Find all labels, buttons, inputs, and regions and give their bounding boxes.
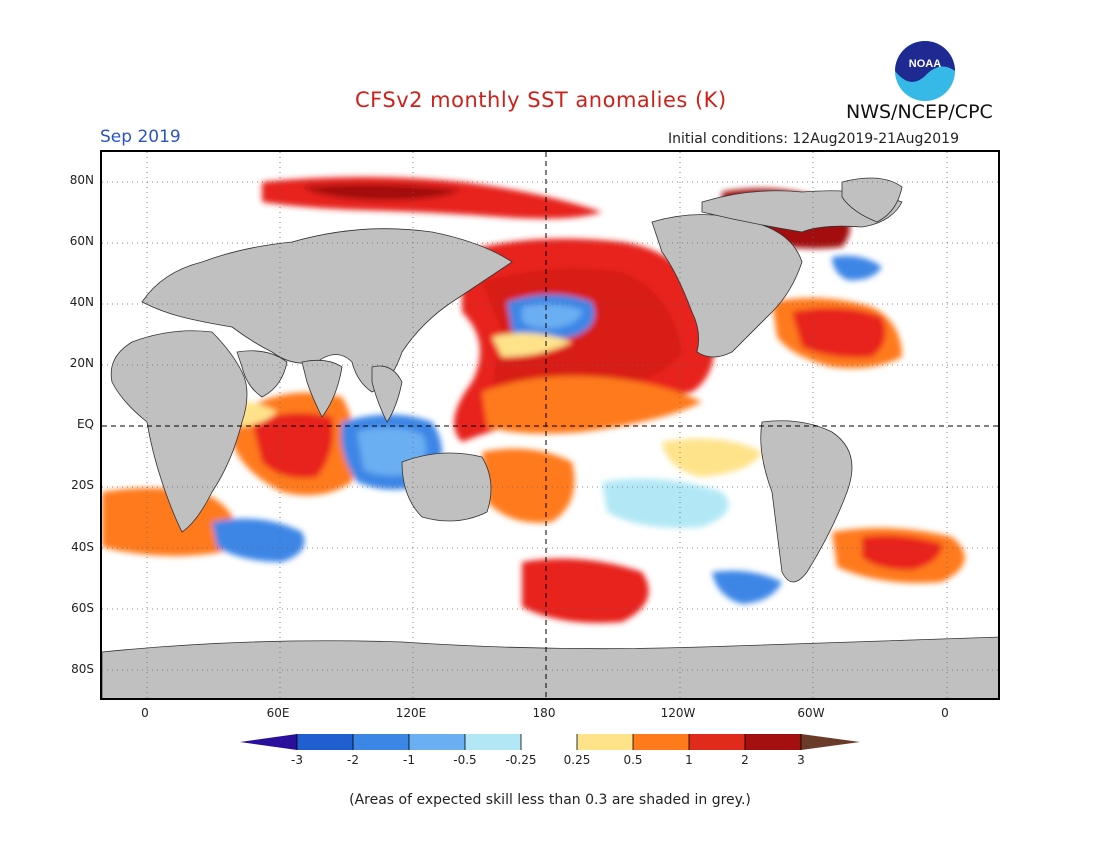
agency-label: NWS/NCEP/CPC: [846, 101, 993, 123]
colorbar-seg-1: [297, 734, 353, 750]
lon-label-0-east: 0: [941, 706, 949, 720]
skill-footnote: (Areas of expected skill less than 0.3 a…: [349, 792, 751, 808]
colorbar-seg-9: [745, 734, 801, 750]
equator-dateline: [102, 152, 998, 698]
colorbar-tick-neg2: -2: [347, 753, 359, 767]
lat-label-60n: 60N: [69, 234, 94, 248]
map-canvas: [102, 152, 998, 698]
colorbar-tick-05: 0.5: [623, 753, 643, 767]
graticule: [102, 152, 998, 698]
land-masses: [102, 177, 998, 698]
colorbar-seg-7: [633, 734, 689, 750]
colorbar-seg-3: [409, 734, 465, 750]
noaa-logo-text: NOAA: [909, 58, 941, 70]
colorbar: [240, 734, 860, 750]
colorbar-seg-5: [521, 734, 577, 750]
sst-anomaly-map: [100, 150, 1000, 700]
lon-label-120w: 120W: [660, 706, 696, 720]
colorbar-tick-neg1: -1: [403, 753, 415, 767]
lon-label-60w: 60W: [797, 706, 825, 720]
colorbar-seg-8: [689, 734, 745, 750]
lat-label-eq: EQ: [76, 417, 94, 431]
lat-label-40s: 40S: [71, 540, 94, 554]
forecast-month: Sep 2019: [100, 127, 181, 147]
colorbar-seg-4: [465, 734, 521, 750]
colorbar-tick-neg3: -3: [291, 753, 303, 767]
lat-label-60s: 60S: [71, 601, 94, 615]
map-title: CFSv2 monthly SST anomalies (K): [355, 88, 727, 112]
noaa-logo: NOAA: [894, 40, 956, 102]
colorbar-tick-neg025: -0.25: [505, 753, 537, 767]
lat-label-80s: 80S: [71, 662, 94, 676]
lon-label-0: 0: [141, 706, 149, 720]
colorbar-tick-025: 0.25: [563, 753, 591, 767]
lat-label-20s: 20S: [71, 478, 94, 492]
lat-label-20n: 20N: [69, 356, 94, 370]
lat-label-80n: 80N: [69, 173, 94, 187]
colorbar-tick-2: 2: [741, 753, 749, 767]
lon-label-60e: 60E: [266, 706, 290, 720]
initial-conditions: Initial conditions: 12Aug2019-21Aug2019: [668, 131, 959, 147]
colorbar-seg-6: [577, 734, 633, 750]
colorbar-seg-0: [240, 734, 297, 750]
lon-label-180: 180: [532, 706, 556, 720]
colorbar-tick-3: 3: [797, 753, 805, 767]
colorbar-seg-2: [353, 734, 409, 750]
lat-label-40n: 40N: [69, 295, 94, 309]
anomaly-field: [102, 177, 965, 623]
colorbar-tick-neg05: -0.5: [453, 753, 477, 767]
lon-label-120e: 120E: [395, 706, 427, 720]
colorbar-seg-10: [801, 734, 860, 750]
colorbar-tick-1: 1: [685, 753, 693, 767]
